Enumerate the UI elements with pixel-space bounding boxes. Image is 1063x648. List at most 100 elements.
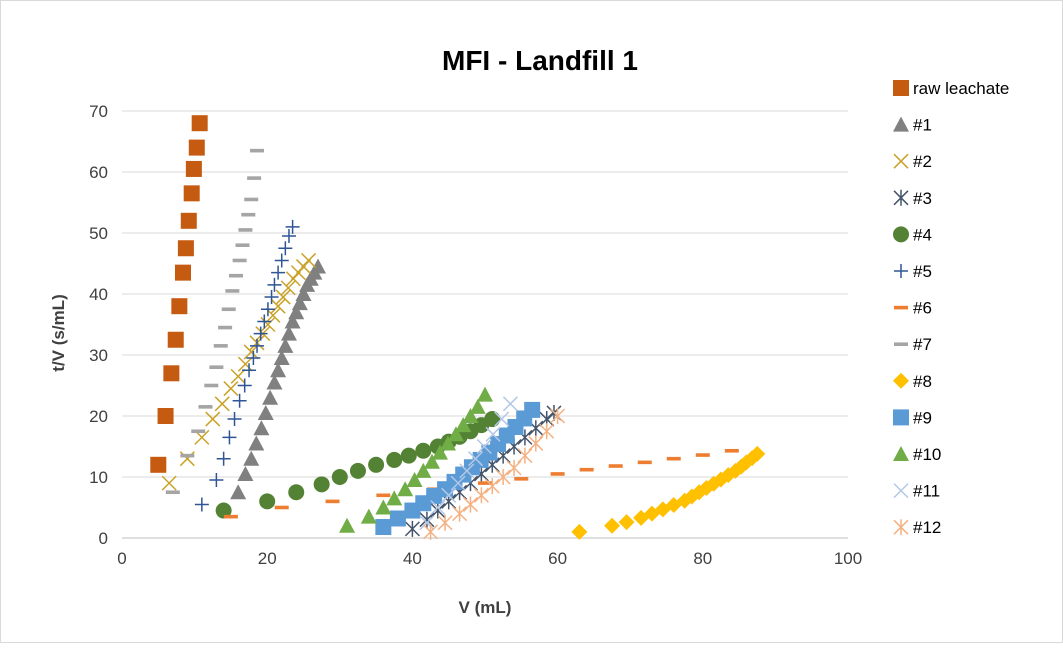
data-point xyxy=(550,472,565,476)
data-point xyxy=(235,243,250,247)
y-tick-label: 20 xyxy=(89,407,108,426)
data-point xyxy=(230,368,246,384)
data-point xyxy=(250,148,265,153)
legend-item: #9 xyxy=(893,408,932,427)
x-tick-label: 20 xyxy=(258,549,277,568)
y-tick-label: 0 xyxy=(99,529,108,548)
data-point xyxy=(250,338,265,353)
data-point xyxy=(247,176,262,180)
legend-marker xyxy=(894,264,908,278)
series--1 xyxy=(230,258,327,500)
legend-item: #11 xyxy=(893,482,940,501)
legend-label: #12 xyxy=(913,518,941,537)
legend-marker xyxy=(893,153,909,169)
y-tick-label: 70 xyxy=(89,102,108,121)
data-point xyxy=(243,344,259,360)
data-point xyxy=(419,511,435,528)
x-tick-label: 40 xyxy=(403,549,422,568)
data-point xyxy=(389,510,406,527)
legend-marker xyxy=(893,189,909,206)
data-point xyxy=(253,326,268,341)
data-point xyxy=(215,502,232,519)
data-point xyxy=(237,378,252,393)
data-point xyxy=(165,490,180,495)
data-point xyxy=(191,115,208,132)
series--11 xyxy=(419,396,518,531)
legend-label: #8 xyxy=(913,372,932,391)
data-point xyxy=(424,453,441,469)
data-point xyxy=(191,429,206,434)
data-point xyxy=(227,412,242,427)
data-point xyxy=(310,258,327,274)
data-point xyxy=(273,350,290,366)
data-point xyxy=(270,298,286,314)
data-point xyxy=(284,313,301,329)
data-point xyxy=(270,362,287,378)
data-point xyxy=(514,477,529,481)
legend-label: #4 xyxy=(913,225,932,244)
data-point xyxy=(666,456,681,461)
data-point xyxy=(171,298,188,315)
data-point xyxy=(695,453,710,457)
data-point xyxy=(150,456,167,473)
data-point xyxy=(204,383,219,388)
data-point xyxy=(257,314,272,329)
data-point xyxy=(423,523,439,540)
legend-label: #11 xyxy=(913,482,940,501)
data-point xyxy=(218,325,233,330)
data-point xyxy=(462,496,479,513)
legend-item: #3 xyxy=(893,189,932,208)
data-point xyxy=(183,185,200,202)
data-point xyxy=(198,405,213,409)
legend-label: #2 xyxy=(913,152,932,171)
data-point xyxy=(400,447,417,464)
legend-item: #4 xyxy=(893,225,932,244)
data-point xyxy=(484,478,500,495)
data-point xyxy=(180,453,195,458)
data-point xyxy=(262,389,279,405)
series--12 xyxy=(423,408,566,540)
data-point xyxy=(415,462,432,478)
data-point xyxy=(264,290,279,305)
data-point xyxy=(455,417,472,433)
series--8 xyxy=(571,445,766,540)
x-tick-label: 80 xyxy=(693,549,712,568)
data-point xyxy=(281,229,296,244)
y-tick-labels: 0 10 20 30 40 50 60 70 xyxy=(89,102,108,548)
data-point xyxy=(188,139,205,156)
y-tick-label: 10 xyxy=(89,468,108,487)
legend: raw leachate #1 #2 #3 #4 #5 #6 #7 #8 #9 #10 #11 #12 xyxy=(893,79,1009,537)
data-point xyxy=(241,212,256,217)
legend-marker xyxy=(893,446,909,461)
data-point xyxy=(271,265,286,280)
data-point xyxy=(243,450,260,466)
series--10 xyxy=(339,386,493,533)
legend-label: #3 xyxy=(913,189,932,208)
legend-label: #9 xyxy=(913,408,932,427)
data-point xyxy=(180,212,197,229)
x-tick-labels: 0 20 40 60 80 100 xyxy=(117,549,862,568)
data-point xyxy=(506,459,522,476)
data-point xyxy=(397,481,414,497)
legend-marker xyxy=(893,372,909,389)
legend-label: #6 xyxy=(913,299,932,318)
data-point xyxy=(476,438,492,455)
data-point xyxy=(439,435,456,451)
data-point xyxy=(539,423,555,440)
legend-marker xyxy=(894,342,908,346)
x-tick-label: 60 xyxy=(548,549,567,568)
data-point xyxy=(259,493,276,510)
data-point xyxy=(237,356,253,372)
chart-title: MFI - Landfill 1 xyxy=(442,45,638,76)
x-tick-label: 100 xyxy=(834,549,862,568)
data-point xyxy=(571,523,588,540)
data-point xyxy=(468,451,484,467)
series--5 xyxy=(194,219,300,512)
data-point xyxy=(349,462,366,479)
data-point xyxy=(437,514,453,531)
legend-marker xyxy=(893,483,909,499)
data-point xyxy=(228,273,243,278)
data-point xyxy=(313,476,330,493)
